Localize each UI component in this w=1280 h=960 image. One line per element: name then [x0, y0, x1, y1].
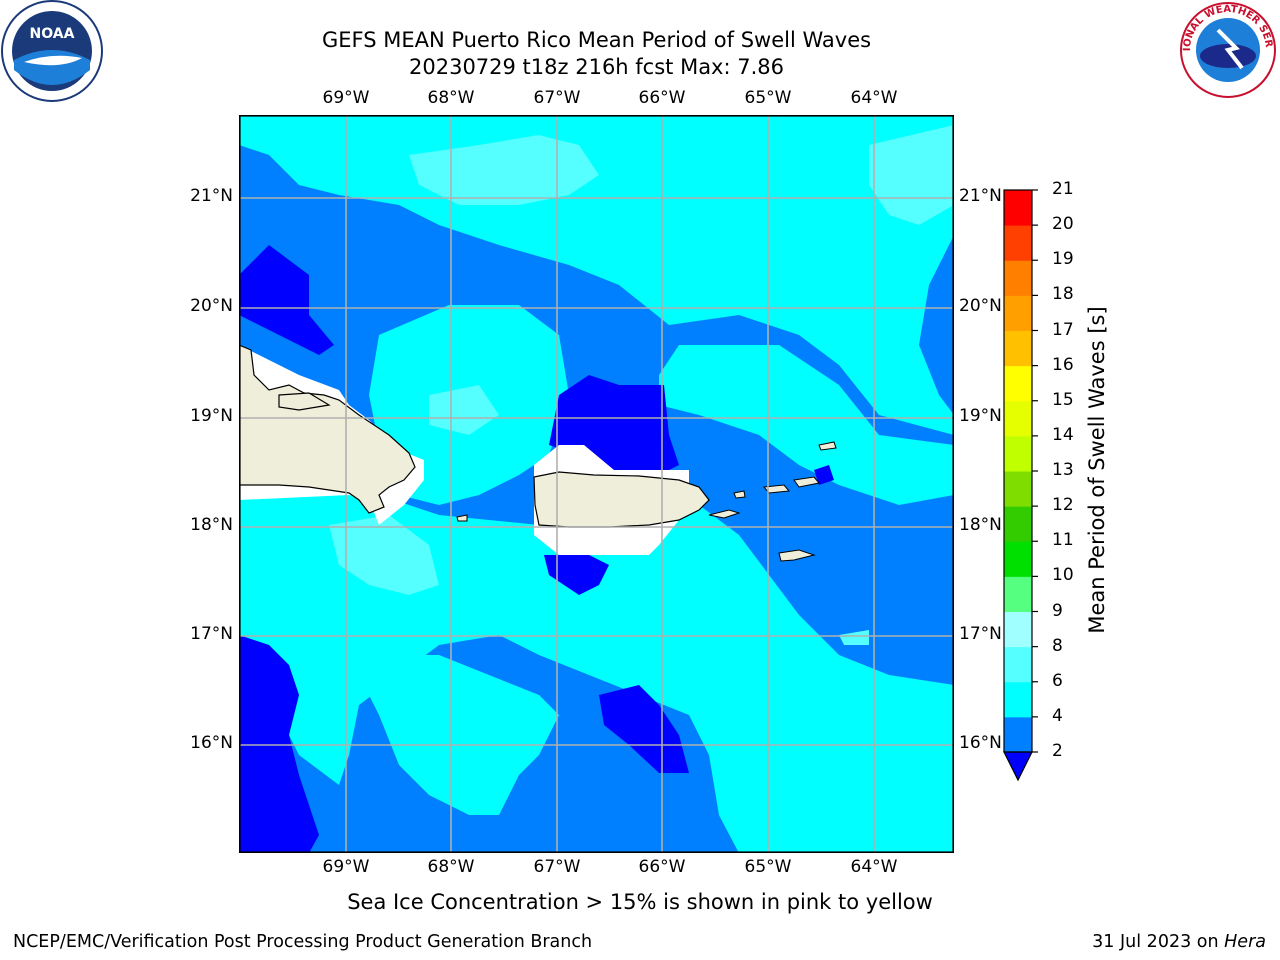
colorbar-segment [1004, 365, 1032, 402]
lat-label-right: 16°N [959, 733, 1002, 753]
lat-label-right: 21°N [959, 186, 1002, 206]
lon-label-top: 65°W [744, 88, 792, 108]
lon-label-bottom: 68°W [427, 857, 475, 877]
lat-label-right: 17°N [959, 624, 1002, 644]
colorbar-title: Mean Period of Swell Waves [s] [1085, 306, 1109, 634]
map-panel [239, 115, 954, 853]
colorbar-tick-label: 20 [1052, 214, 1074, 235]
colorbar-segment [1004, 190, 1032, 226]
colorbar-segment [1004, 541, 1032, 577]
swell-period-2-4-region [239, 245, 834, 853]
colorbar-tick-label: 11 [1052, 530, 1074, 551]
chart-title: GEFS MEAN Puerto Rico Mean Period of Swe… [321, 28, 872, 52]
colorbar [1003, 189, 1038, 782]
lon-label-bottom: 66°W [638, 857, 686, 877]
colorbar-segment [1004, 471, 1032, 507]
swell-period-6-8-region [329, 125, 954, 645]
colorbar-segment [1004, 716, 1032, 753]
lat-label-right: 19°N [959, 406, 1002, 426]
colorbar-segment [1004, 435, 1032, 472]
colorbar-tick-label: 19 [1052, 249, 1074, 270]
colorbar-tick-label: 6 [1052, 670, 1063, 691]
lat-label-right: 18°N [959, 515, 1002, 535]
colorbar-tick-label: 14 [1052, 424, 1074, 445]
colorbar-tick-label: 15 [1052, 389, 1074, 410]
colorbar-extend-arrow [1003, 751, 1033, 782]
colorbar-segment [1004, 646, 1032, 683]
colorbar-segment [1004, 400, 1032, 437]
colorbar-segment [1004, 260, 1032, 296]
colorbar-tick-label: 16 [1052, 354, 1074, 375]
svg-text:NOAA: NOAA [30, 26, 75, 42]
land-virgin-islands [456, 441, 837, 562]
lat-label-left: 19°N [190, 406, 233, 426]
colorbar-tick-label: 2 [1052, 741, 1063, 761]
colorbar-segment [1004, 295, 1032, 331]
footer-date: 31 Jul 2023 on Hera [1092, 932, 1266, 952]
lon-label-top: 69°W [322, 88, 370, 108]
footer-credit: NCEP/EMC/Verification Post Processing Pr… [13, 932, 593, 952]
lon-label-bottom: 67°W [533, 857, 581, 877]
lat-label-right: 20°N [959, 296, 1002, 316]
land-puerto-rico [533, 471, 710, 528]
land-hispaniola [239, 344, 416, 514]
colorbar-segment [1004, 506, 1032, 542]
colorbar-segment [1004, 225, 1032, 261]
lon-label-bottom: 69°W [322, 857, 370, 877]
colorbar-segment [1004, 576, 1032, 612]
lat-label-left: 20°N [190, 296, 233, 316]
lon-label-top: 68°W [427, 88, 475, 108]
map-gridlines [239, 115, 954, 853]
sea-ice-note: Sea Ice Concentration > 15% is shown in … [347, 890, 933, 914]
map-frame [239, 115, 954, 853]
lat-label-left: 17°N [190, 624, 233, 644]
lon-label-top: 64°W [850, 88, 898, 108]
noaa-logo: NOAA [1, 0, 103, 102]
colorbar-tick-label: 13 [1052, 460, 1074, 480]
colorbar-tick-label: 8 [1052, 635, 1063, 656]
colorbar-tick-label: 9 [1052, 600, 1063, 621]
lon-label-bottom: 64°W [850, 857, 898, 877]
colorbar-tick-label: 4 [1052, 705, 1063, 726]
lon-label-top: 67°W [533, 88, 581, 108]
lon-label-top: 66°W [638, 88, 686, 108]
colorbar-tick-label: 10 [1052, 565, 1074, 586]
chart-subtitle: 20230729 t18z 216h fcst Max: 7.86 [409, 55, 784, 79]
lat-label-left: 18°N [190, 515, 233, 535]
lat-label-left: 16°N [190, 733, 233, 753]
colorbar-tick-label: 21 [1052, 179, 1074, 199]
colorbar-segment [1004, 330, 1032, 367]
lon-label-bottom: 65°W [744, 857, 792, 877]
colorbar-tick-label: 17 [1052, 319, 1074, 340]
nws-logo: NATIONAL WEATHER SERVICE [1178, 0, 1276, 98]
colorbar-segment [1004, 611, 1032, 648]
footer-host: Hera [1224, 932, 1266, 952]
colorbar-tick-label: 12 [1052, 495, 1074, 516]
lat-label-left: 21°N [190, 186, 233, 206]
colorbar-segment [1004, 681, 1032, 718]
colorbar-tick-label: 18 [1052, 284, 1074, 305]
